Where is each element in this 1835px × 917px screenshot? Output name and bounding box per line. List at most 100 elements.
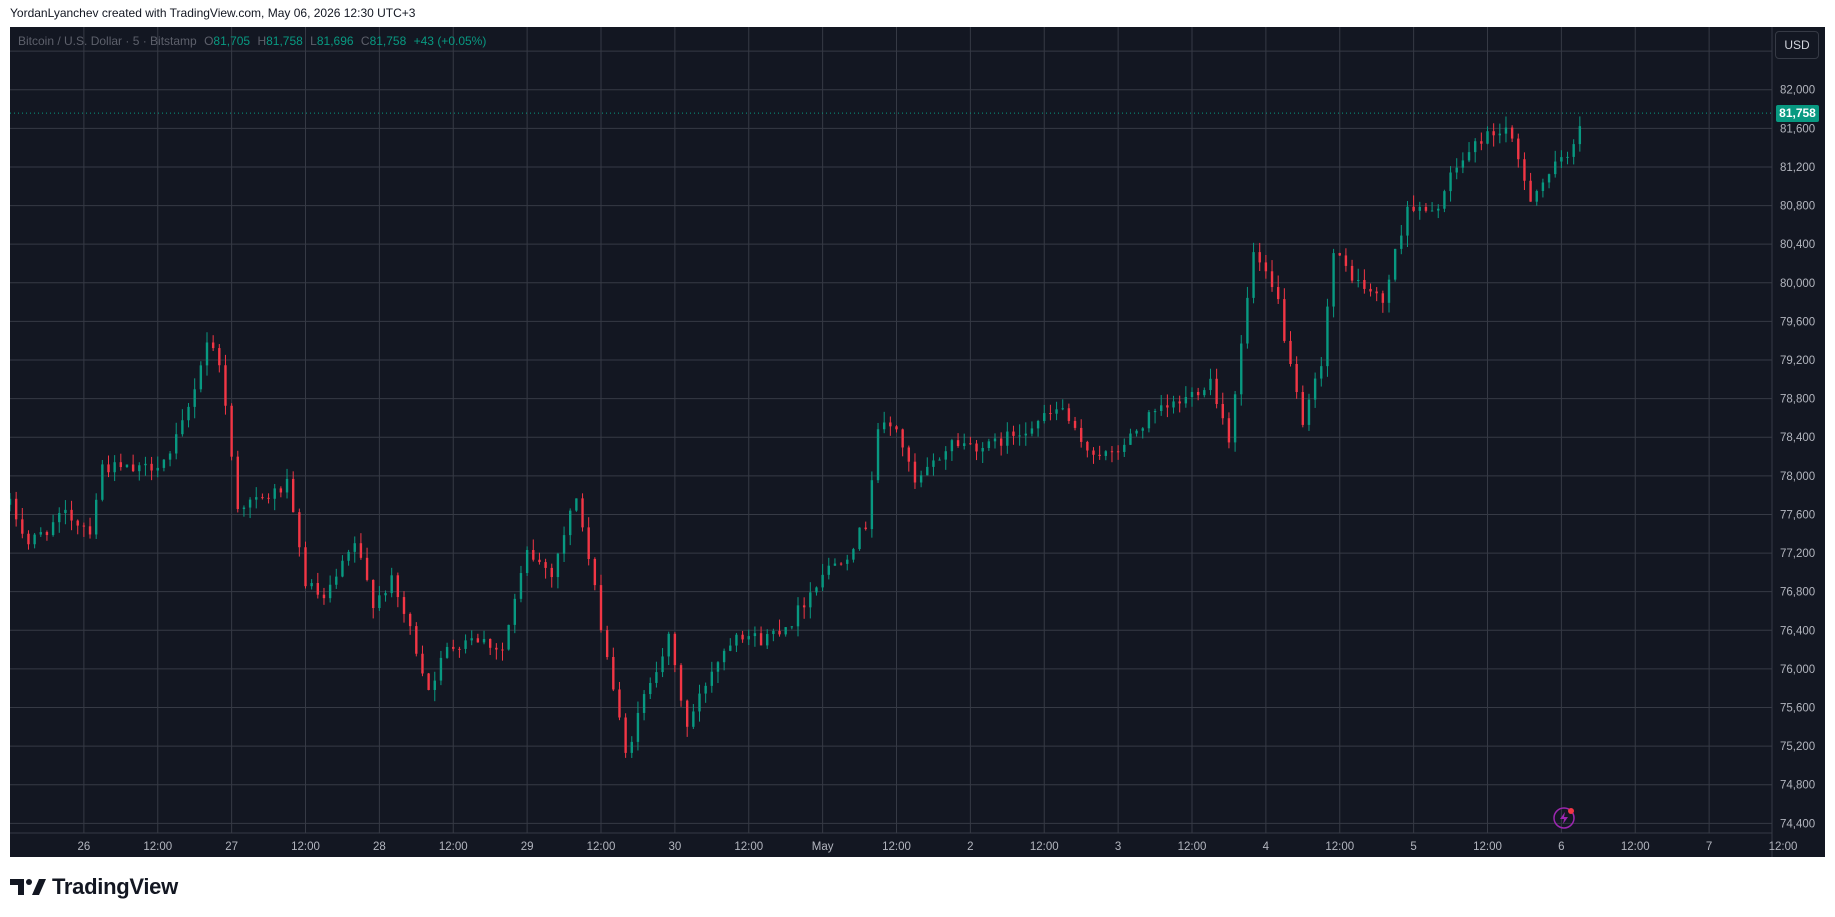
candle-body — [704, 685, 707, 694]
candle-body — [1270, 271, 1274, 288]
candle-body — [14, 498, 18, 520]
candle-body — [846, 559, 849, 564]
candle-body — [495, 647, 498, 650]
candle-body — [975, 443, 978, 452]
candle-body — [587, 527, 590, 560]
tradingview-logo-icon — [10, 879, 46, 895]
y-tick-label: 80,800 — [1780, 201, 1815, 213]
candle-body — [88, 526, 92, 535]
candle-body — [1055, 409, 1058, 414]
candle-body — [673, 633, 677, 666]
candle-body — [1030, 428, 1034, 434]
candle-body — [1215, 378, 1218, 404]
candle-body — [969, 443, 972, 445]
x-tick-label: 12:00 — [1178, 841, 1207, 853]
x-tick-label: 12:00 — [143, 841, 172, 853]
candle-body — [1153, 410, 1157, 413]
x-tick-label: 29 — [521, 841, 534, 853]
x-tick-label: 12:00 — [1325, 841, 1354, 853]
currency-button[interactable]: USD — [1775, 31, 1819, 59]
candle-body — [27, 533, 30, 545]
candle-body — [1357, 279, 1360, 281]
candle-body — [101, 464, 104, 500]
candle-body — [1196, 391, 1200, 396]
candle-body — [45, 532, 49, 536]
candle-body — [168, 453, 172, 460]
candle-body — [291, 478, 295, 513]
candle-body — [698, 693, 701, 712]
candle-body — [766, 634, 769, 646]
candle-body — [599, 585, 603, 631]
candle-body — [532, 550, 535, 560]
candle-body — [1129, 433, 1132, 445]
x-tick-label: 30 — [668, 841, 681, 853]
chart-panel[interactable]: 82,40082,00081,60081,20080,80080,40080,0… — [10, 27, 1825, 857]
candle-body — [1492, 131, 1495, 136]
candle-body — [1455, 167, 1458, 173]
candle-body — [211, 342, 215, 349]
candle-body — [630, 741, 633, 753]
candle-body — [187, 406, 190, 421]
candle-body — [1166, 405, 1169, 408]
candle-body — [538, 559, 541, 563]
candle-body — [33, 534, 36, 545]
candle-body — [1498, 133, 1502, 136]
candle-body — [1332, 253, 1335, 307]
candle-body — [692, 711, 695, 727]
y-tick-label: 76,800 — [1780, 587, 1815, 599]
candle-body — [778, 630, 781, 635]
candle-body — [427, 673, 430, 690]
symbol-legend: Bitcoin / U.S. Dollar · 5 · Bitstamp O81… — [18, 34, 486, 48]
candle-body — [390, 575, 393, 594]
candle-body — [58, 513, 61, 523]
candle-body — [150, 463, 153, 471]
candle-body — [1486, 131, 1489, 144]
candle-body — [1295, 363, 1298, 393]
candle-body — [452, 646, 455, 649]
candle-body — [507, 624, 510, 650]
x-tick-label: 28 — [373, 841, 386, 853]
candle-body — [64, 509, 67, 514]
chart-caption: YordanLyanchev created with TradingView.… — [10, 6, 416, 20]
candle-body — [1024, 433, 1027, 436]
price-chart[interactable]: 82,40082,00081,60081,20080,80080,40080,0… — [10, 27, 1825, 857]
candle-body — [1283, 299, 1286, 341]
candle-body — [1443, 191, 1446, 209]
y-tick-label: 79,600 — [1780, 316, 1815, 328]
tradingview-brand[interactable]: TradingView — [10, 874, 178, 900]
candle-body — [1375, 291, 1378, 294]
candle-body — [839, 563, 843, 565]
candle-body — [1418, 206, 1421, 211]
candle-body — [310, 583, 313, 587]
candle-body — [353, 543, 356, 552]
candle-body — [519, 573, 523, 599]
candle-body — [396, 575, 400, 598]
last-price-label: 81,758 — [1776, 104, 1819, 122]
lightning-alert-icon[interactable] — [1553, 807, 1575, 829]
candle-body — [1560, 157, 1563, 162]
y-tick-label: 80,000 — [1780, 278, 1815, 290]
candle-body — [1467, 152, 1471, 161]
x-tick-label: 12:00 — [882, 841, 911, 853]
candle-body — [482, 638, 486, 643]
candle-body — [562, 535, 566, 554]
candle-body — [1036, 420, 1040, 429]
candle-body — [1116, 451, 1120, 453]
candle-body — [575, 498, 578, 511]
candle-body — [224, 365, 227, 406]
candle-body — [525, 550, 529, 574]
candle-body — [876, 429, 880, 481]
candle-body — [267, 497, 270, 499]
candle-body — [612, 656, 615, 690]
y-tick-label: 81,200 — [1780, 162, 1815, 174]
candle-body — [1504, 127, 1508, 134]
candle-body — [378, 595, 381, 609]
candle-body — [488, 638, 492, 648]
x-tick-label: 4 — [1263, 841, 1270, 853]
candle-body — [1092, 450, 1095, 455]
candle-body — [569, 510, 572, 536]
candle-body — [175, 434, 178, 454]
candle-body — [661, 656, 664, 673]
candle-body — [581, 498, 584, 528]
candle-body — [827, 565, 830, 575]
